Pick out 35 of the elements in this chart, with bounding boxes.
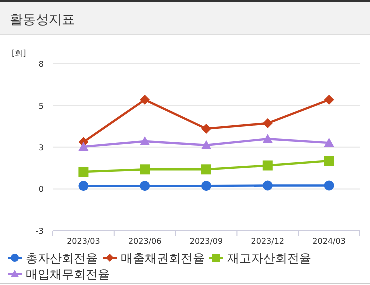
x-tick-label: 2023/12 [251, 237, 285, 246]
point [262, 118, 273, 128]
y-tick-label: 8 [38, 60, 44, 69]
x-tick-label: 2023/09 [190, 237, 224, 246]
point [324, 138, 334, 148]
point [324, 95, 334, 105]
point [78, 166, 89, 177]
point [202, 181, 212, 192]
x-tick-label: 2023/03 [67, 237, 100, 246]
point [140, 136, 150, 146]
y-axis-title: [회] [12, 49, 26, 58]
point [140, 181, 150, 192]
legend-label: 재고자산회전율 [228, 252, 312, 266]
legend-label: 매입채무회전율 [26, 268, 110, 282]
chart-title: 활동성지표 [10, 13, 75, 28]
point [262, 160, 273, 171]
legend-label: 총자산회전율 [26, 252, 98, 266]
point [202, 164, 212, 175]
legend-label: 매출채권회전율 [121, 252, 205, 266]
point [202, 124, 212, 134]
y-tick-label: 0 [38, 185, 44, 194]
x-tick-label: 2023/06 [128, 237, 162, 246]
point [202, 140, 212, 150]
x-tick-label: 2024/03 [312, 237, 346, 246]
point [140, 164, 150, 175]
point [262, 180, 273, 191]
y-tick-label: 5 [38, 102, 44, 111]
point [324, 180, 334, 191]
y-tick-label: -3 [36, 227, 44, 236]
point [78, 181, 89, 192]
y-tick-label: 3 [38, 143, 44, 152]
point [140, 95, 150, 105]
point [262, 134, 273, 144]
point [324, 156, 334, 166]
point [78, 142, 89, 151]
